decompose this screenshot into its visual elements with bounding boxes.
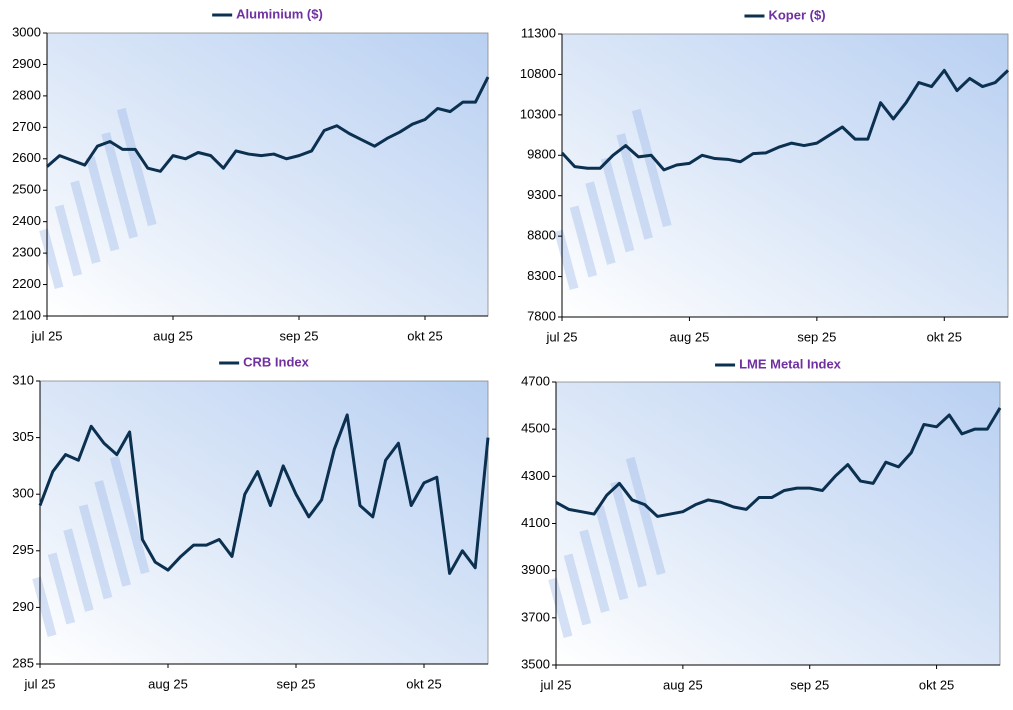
y-tick-label: 2800: [12, 87, 41, 102]
y-tick-label: 2400: [12, 213, 41, 228]
y-tick-label: 3700: [521, 609, 550, 624]
y-tick-label: 2900: [12, 56, 41, 71]
x-tick-label: aug 25: [148, 676, 188, 691]
x-tick-label: jul 25: [539, 677, 571, 692]
decor-bar: [610, 481, 647, 588]
y-tick-label: 3000: [12, 24, 41, 39]
x-tick-label: sep 25: [790, 677, 829, 692]
plot-background: [46, 32, 489, 317]
y-tick-label: 3900: [521, 562, 550, 577]
decor-bar: [85, 156, 120, 252]
x-tick-label: sep 25: [276, 676, 315, 691]
decor-bar: [600, 157, 635, 253]
y-tick-label: 4300: [521, 468, 550, 483]
x-tick-label: sep 25: [797, 329, 836, 344]
line-series: [46, 76, 490, 173]
decor-bar: [563, 553, 592, 626]
legend-label: CRB Index: [243, 354, 310, 369]
y-tick-label: 290: [12, 599, 34, 614]
y-tick-label: 4100: [521, 515, 550, 530]
plot-background: [39, 380, 489, 665]
legend-label: LME Metal Index: [739, 356, 842, 371]
y-tick-label: 3500: [521, 656, 550, 671]
y-tick-label: 4700: [521, 373, 550, 388]
decor-bar: [625, 456, 666, 576]
decor-bar: [631, 108, 672, 228]
y-tick-label: 7800: [527, 308, 556, 323]
y-tick-label: 295: [12, 542, 34, 557]
decor-bar: [548, 577, 573, 638]
y-tick-label: 8800: [527, 228, 556, 243]
decor-bar: [63, 528, 94, 612]
y-tick-label: 300: [12, 486, 34, 501]
line-series: [38, 413, 490, 575]
y-tick-label: 8300: [527, 268, 556, 283]
x-tick-label: aug 25: [153, 328, 193, 343]
y-tick-label: 11300: [521, 25, 556, 40]
decor-bar: [616, 133, 653, 240]
decor-bar: [70, 180, 101, 264]
x-tick-label: aug 25: [663, 677, 703, 692]
legend-label: Koper ($): [768, 7, 825, 22]
y-tick-label: 310: [12, 372, 34, 387]
y-tick-label: 9800: [527, 147, 556, 162]
decor-bar: [116, 107, 157, 227]
decor-bar: [101, 132, 138, 239]
y-tick-label: 2300: [12, 245, 41, 260]
plot-background: [561, 33, 1009, 318]
y-tick-label: 9300: [527, 187, 556, 202]
decor-bar: [78, 504, 113, 600]
plot-background: [555, 381, 1001, 666]
y-tick-label: 2600: [12, 150, 41, 165]
x-tick-label: okt 25: [406, 676, 441, 691]
y-tick-label: 10300: [520, 106, 556, 121]
y-tick-label: 2500: [12, 182, 41, 197]
x-tick-label: sep 25: [279, 328, 318, 343]
decor-bar: [579, 529, 610, 613]
decor-bar: [585, 181, 616, 265]
y-tick-label: 2100: [12, 307, 41, 322]
x-tick-label: okt 25: [927, 329, 962, 344]
line-series: [555, 407, 1002, 518]
line-series: [560, 68, 1010, 172]
y-tick-label: 285: [12, 655, 34, 670]
decor-bar: [594, 505, 629, 601]
y-tick-label: 305: [12, 429, 34, 444]
decor-bar: [39, 228, 64, 289]
decor-bar: [94, 480, 131, 587]
x-tick-label: jul 25: [30, 328, 62, 343]
decor-bar: [54, 204, 83, 277]
x-tick-label: aug 25: [670, 329, 710, 344]
y-tick-label: 2200: [12, 276, 41, 291]
x-tick-label: okt 25: [407, 328, 442, 343]
y-tick-label: 4500: [521, 421, 550, 436]
y-tick-label: 2700: [12, 119, 41, 134]
decor-bar: [47, 552, 76, 625]
decor-bar: [32, 576, 57, 637]
legend-label: Aluminium ($): [236, 6, 323, 21]
decor-bar: [109, 455, 150, 575]
x-tick-label: jul 25: [545, 329, 577, 344]
decor-bar: [569, 205, 598, 278]
y-tick-label: 10800: [520, 66, 556, 81]
decor-bar: [554, 229, 579, 290]
x-tick-label: okt 25: [919, 677, 954, 692]
x-tick-label: jul 25: [23, 676, 55, 691]
